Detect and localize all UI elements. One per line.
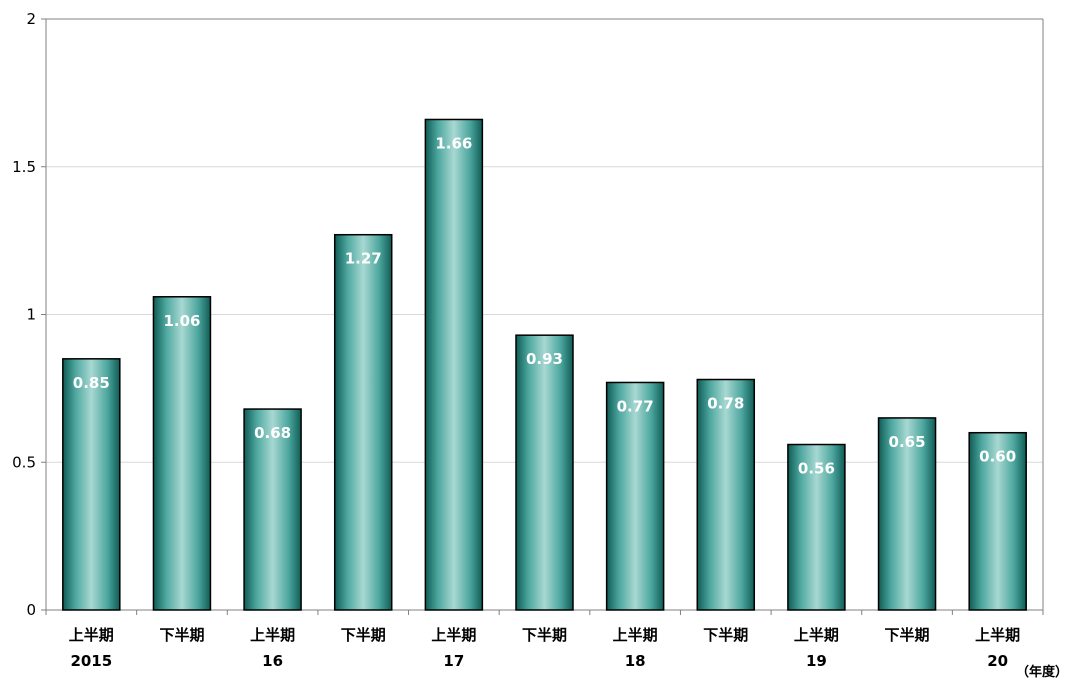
bar: [424, 118, 484, 611]
x-tick-label-year: 19: [806, 652, 827, 670]
x-tick-label-year: 16: [262, 652, 283, 670]
x-tick-label-half: 上半期: [250, 626, 295, 644]
x-tick-label-half: 下半期: [341, 626, 386, 644]
x-tick-label-half: 下半期: [522, 626, 567, 644]
bars: [62, 118, 1027, 611]
x-tick-label-year: 18: [625, 652, 646, 670]
data-label: 0.93: [526, 350, 563, 368]
data-label: 0.77: [617, 397, 654, 415]
y-tick-label: 0.5: [12, 453, 36, 471]
data-label: 1.66: [435, 134, 472, 152]
bar: [968, 431, 1027, 611]
x-axis-tick-labels: 上半期 2015 下半期 上半期 16 下半期 上半期 17 下半期 上半期 18 下半期 上半期 19 下…: [69, 626, 1020, 670]
data-label: 0.68: [254, 424, 291, 442]
x-tick-label-half: 上半期: [431, 626, 476, 644]
bar: [152, 296, 212, 611]
bar: [605, 381, 665, 611]
bar: [515, 334, 574, 611]
bar: [243, 408, 302, 611]
axes: [41, 18, 1044, 615]
x-tick-label-year: 17: [443, 652, 464, 670]
x-axis-unit-label: （年度）: [1016, 664, 1068, 679]
x-tick-label-year: 2015: [70, 652, 112, 670]
x-tick-label-half: 上半期: [69, 626, 114, 644]
bar: [696, 378, 756, 611]
data-label: 0.65: [889, 433, 926, 451]
data-label: 0.85: [73, 374, 110, 392]
data-label: 0.56: [798, 460, 835, 478]
data-label: 0.78: [707, 395, 744, 413]
bar: [62, 358, 121, 611]
data-label: 1.06: [163, 312, 200, 330]
bar: [877, 417, 937, 611]
x-tick-label-half: 上半期: [613, 626, 658, 644]
x-tick-label-year: 20: [987, 652, 1008, 670]
y-tick-label: 1.5: [12, 158, 36, 176]
bar: [787, 443, 846, 611]
y-tick-label: 0: [26, 601, 36, 619]
data-label: 1.27: [345, 250, 382, 268]
y-tick-label: 1: [26, 306, 36, 324]
bar: [333, 233, 393, 611]
x-tick-label-half: 上半期: [975, 626, 1020, 644]
x-tick-label-half: 下半期: [159, 626, 204, 644]
x-tick-label-half: 下半期: [703, 626, 748, 644]
x-tick-label-half: 上半期: [794, 626, 839, 644]
y-tick-label: 2: [26, 10, 36, 28]
y-axis-tick-labels: 0 0.5 1 1.5 2: [12, 10, 36, 619]
x-tick-label-half: 下半期: [885, 626, 930, 644]
data-labels: 0.85 1.06 0.68 1.27 1.66 0.93 0.77 0.78 0.56 0.65…: [73, 134, 1016, 477]
data-label: 0.60: [979, 448, 1016, 466]
